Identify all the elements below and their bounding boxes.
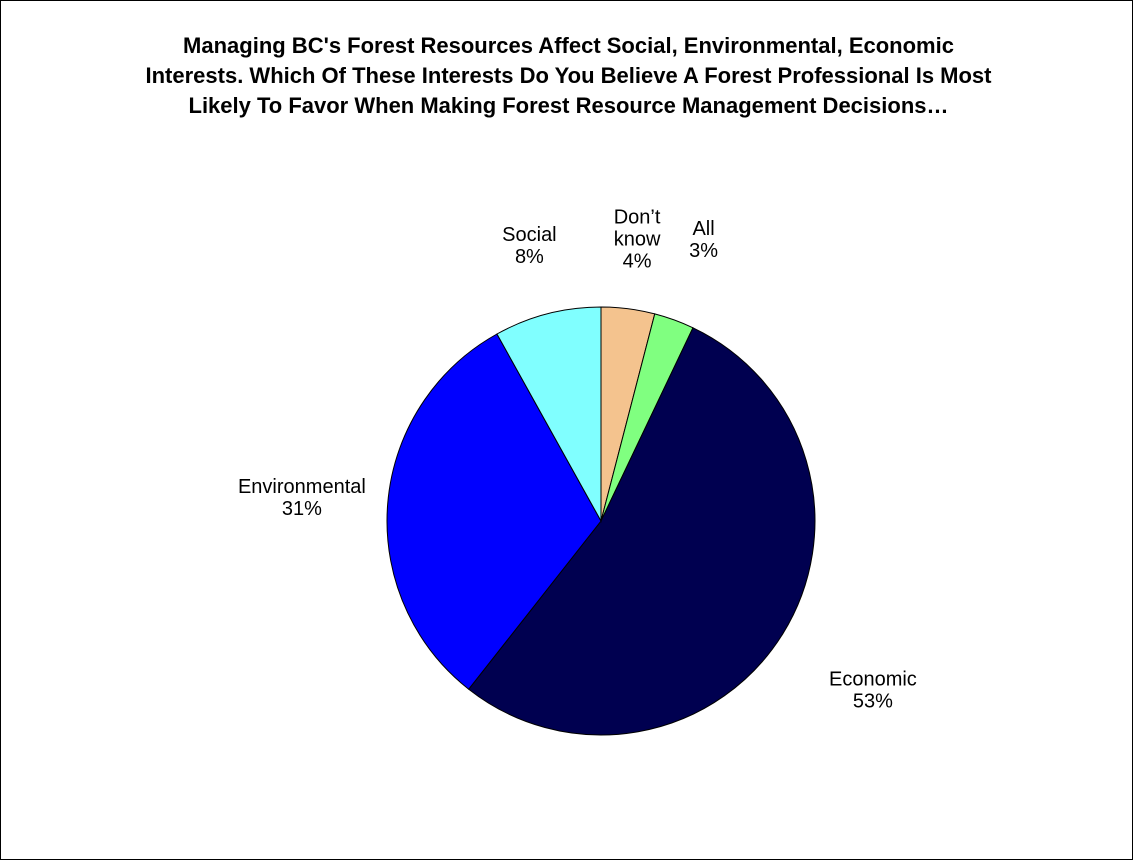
pie-slice-environmental [386, 333, 602, 690]
chart-title-line-1: Managing BC's Forest Resources Affect So… [183, 33, 954, 58]
pie-label-category: Social [502, 224, 556, 246]
pie-label-category: Economic [829, 669, 917, 691]
chart-title-line-3: Likely To Favor When Making Forest Resou… [188, 93, 949, 118]
chart-title: Managing BC's Forest Resources Affect So… [21, 31, 1116, 121]
pie-label-all: All 3% [689, 218, 718, 262]
pie-slice-social [496, 306, 602, 523]
pie-slice-economic [468, 327, 816, 736]
pie-label-category: Don’t [614, 206, 661, 228]
pie-label-value: 53% [853, 691, 893, 713]
pie-labels: Don’t know 4% All 3% Economic 53% Environmental… [238, 206, 917, 712]
pie-label-environmental: Environmental 31% [238, 476, 366, 520]
pie-label-value: 8% [515, 246, 544, 268]
pie-label-economic: Economic 53% [829, 669, 917, 713]
pie-label-category: Environmental [238, 476, 366, 498]
pie-label-don-t-know: Don’t know 4% [614, 206, 661, 272]
pie-label-value: 31% [282, 498, 322, 520]
pie-label-social: Social 8% [502, 224, 556, 268]
pie-label-value: 3% [689, 240, 718, 262]
pie-label-category: All [692, 218, 714, 240]
pie-slices [386, 306, 816, 736]
chart-title-line-2: Interests. Which Of These Interests Do Y… [145, 63, 992, 88]
pie-label-category: know [614, 228, 661, 250]
pie-label-value: 4% [623, 250, 652, 272]
